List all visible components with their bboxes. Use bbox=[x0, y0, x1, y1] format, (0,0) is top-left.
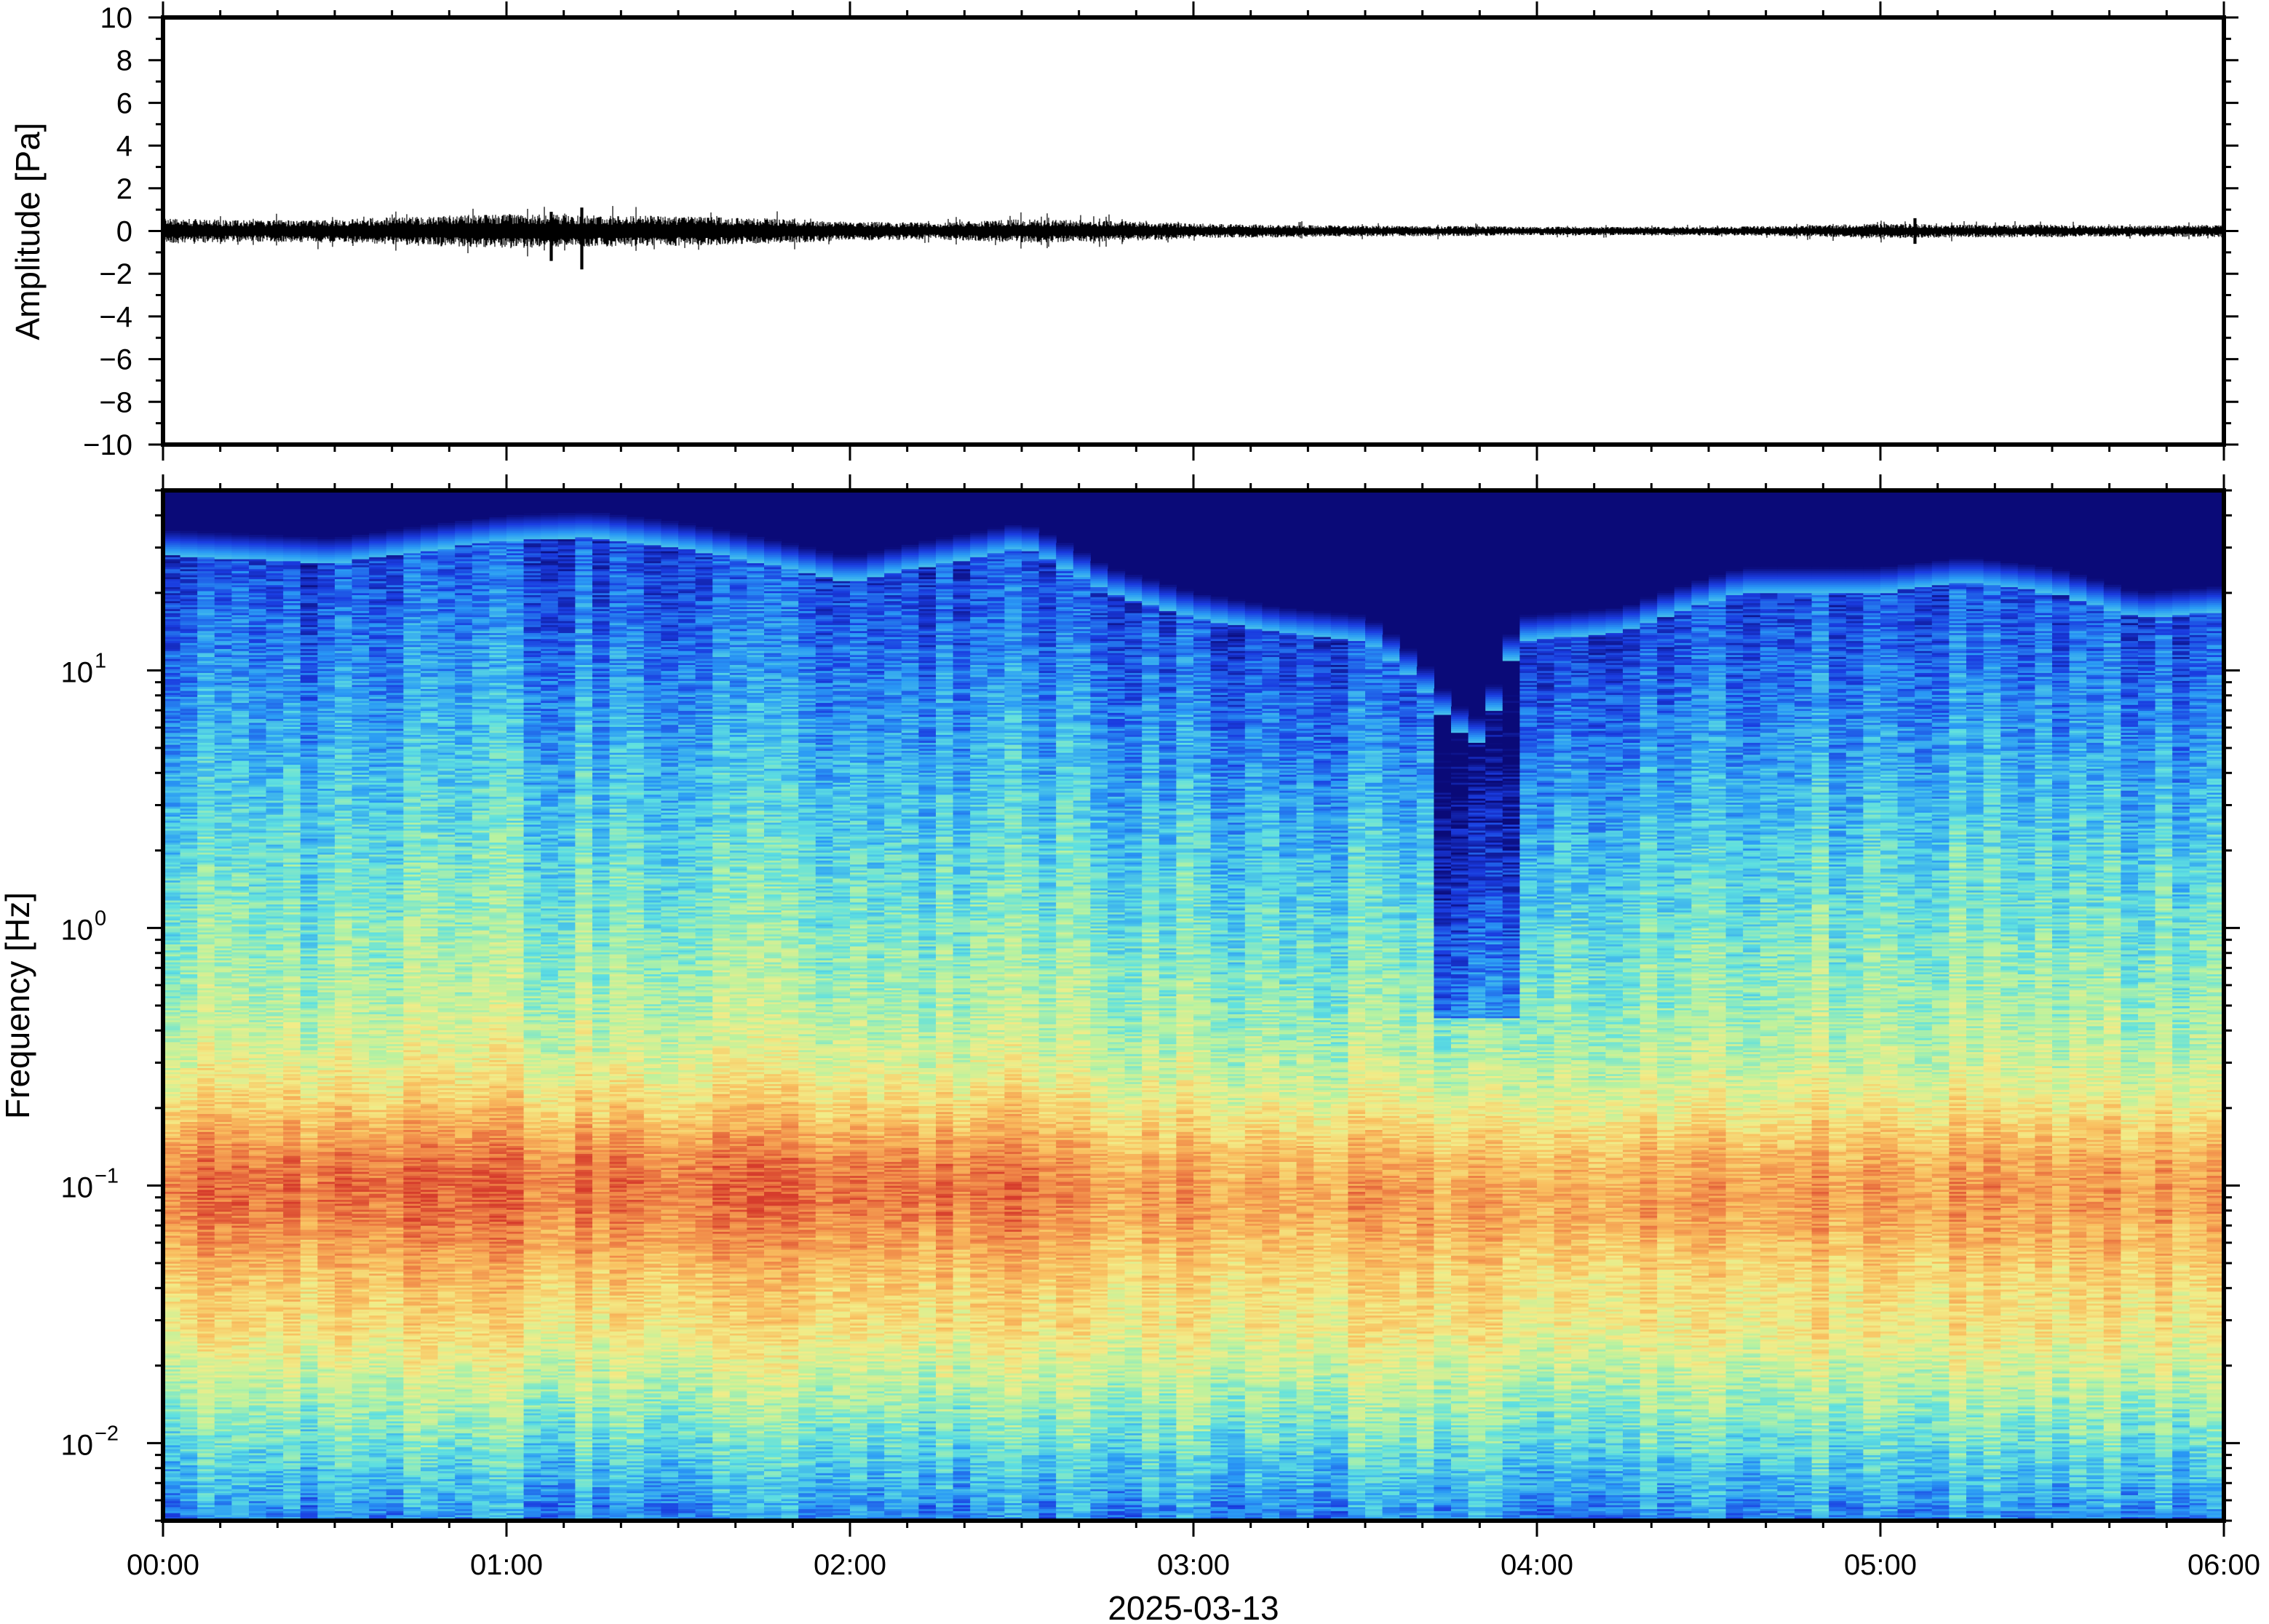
spectrogram-cell bbox=[180, 531, 198, 533]
spectrogram-cell bbox=[197, 531, 215, 533]
amplitude-tick-label: −10 bbox=[83, 429, 132, 461]
spectrogram-heatmap bbox=[163, 490, 2225, 1521]
amplitude-tick-label: 10 bbox=[100, 2, 133, 34]
amplitude-tick-label: 2 bbox=[116, 173, 132, 205]
spectrogram-cell bbox=[163, 531, 180, 533]
amplitude-tick-label: −8 bbox=[99, 386, 132, 418]
waveform-y-tick-labels: 10 8 6 4 2 0 −2 −4 −6 −8 −10 bbox=[83, 2, 132, 461]
amplitude-axis-title: Amplitude [Pa] bbox=[9, 122, 47, 340]
waveform-panel: 10 8 6 4 2 0 −2 −4 −6 −8 −10 Amplitude [Pa] bbox=[9, 1, 2238, 461]
amplitude-tick-label: −4 bbox=[99, 301, 132, 333]
amplitude-tick-label: −6 bbox=[99, 344, 132, 376]
amplitude-tick-label: 8 bbox=[116, 45, 132, 77]
amplitude-tick-label: 0 bbox=[116, 216, 132, 248]
amplitude-tick-label: −2 bbox=[99, 258, 132, 290]
amplitude-tick-label: 6 bbox=[116, 87, 132, 119]
amplitude-tick-label: 4 bbox=[116, 130, 132, 162]
